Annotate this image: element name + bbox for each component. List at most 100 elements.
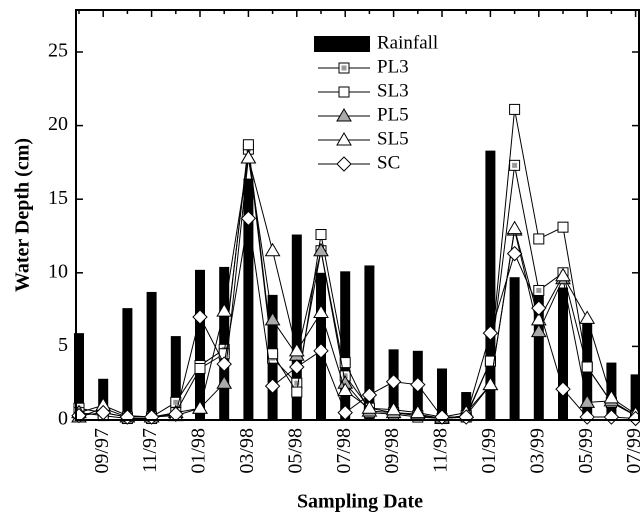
legend-label: SL5 <box>377 128 409 149</box>
marker-shape <box>533 233 545 245</box>
marker <box>482 376 499 391</box>
marker <box>289 359 305 375</box>
marker <box>484 355 496 367</box>
bar <box>291 234 302 420</box>
bar <box>509 277 520 420</box>
x-tick-label: 01/98 <box>188 428 210 474</box>
marker-shape <box>557 221 569 233</box>
marker <box>533 284 545 296</box>
bar <box>74 333 84 420</box>
bar <box>122 308 133 420</box>
marker-dot <box>512 162 518 168</box>
y-tick-label: 10 <box>48 260 68 282</box>
bar <box>630 374 640 420</box>
marker <box>315 229 327 241</box>
legend-label: SL3 <box>377 80 409 101</box>
marker-shape <box>338 86 350 98</box>
marker <box>409 404 426 419</box>
bar <box>340 271 351 420</box>
marker <box>385 374 402 390</box>
marker <box>267 348 279 360</box>
legend-swatch <box>314 36 370 52</box>
marker <box>313 304 329 319</box>
bar <box>533 293 544 420</box>
series-line <box>78 149 636 420</box>
x-tick-label: 03/99 <box>526 428 548 474</box>
legend-label: Rainfall <box>377 32 438 53</box>
marker <box>555 381 571 397</box>
bar <box>485 150 496 420</box>
marker-shape <box>339 357 351 369</box>
marker <box>168 406 184 422</box>
marker <box>603 389 620 404</box>
plot-frame <box>75 9 640 421</box>
x-tick-label: 09/98 <box>381 428 403 474</box>
bar <box>146 291 157 420</box>
marker <box>240 149 257 164</box>
y-tick-label: 5 <box>58 334 68 356</box>
marker-shape <box>315 229 327 241</box>
marker <box>509 103 521 115</box>
bar <box>219 266 230 420</box>
marker <box>506 220 523 235</box>
bar <box>437 368 447 420</box>
marker-dot <box>294 380 300 386</box>
x-tick-label: 05/98 <box>284 428 306 474</box>
marker <box>313 242 329 257</box>
marker <box>506 245 523 262</box>
marker <box>509 159 521 171</box>
marker <box>192 400 208 414</box>
legend-label: PL3 <box>377 56 409 77</box>
x-tick-label: 11/97 <box>139 428 161 473</box>
x-tick-label: 09/97 <box>91 428 113 474</box>
bar <box>243 178 254 420</box>
legend-marker <box>336 132 352 146</box>
legend-marker <box>338 62 350 74</box>
marker <box>240 210 257 227</box>
marker-shape <box>242 139 254 151</box>
marker <box>264 378 281 394</box>
legend-marker <box>336 108 352 122</box>
legend-label: PL5 <box>377 104 409 125</box>
marker <box>627 410 640 427</box>
series-line <box>78 157 636 418</box>
marker <box>339 357 351 369</box>
marker <box>313 343 329 359</box>
marker-shape <box>194 362 206 374</box>
x-tick-label: 05/99 <box>575 428 597 474</box>
marker <box>482 325 499 341</box>
marker-shape <box>484 355 496 367</box>
marker <box>192 309 208 325</box>
legend-label: SC <box>377 152 400 173</box>
marker <box>291 386 303 398</box>
marker <box>264 242 281 257</box>
y-tick-label: 25 <box>48 40 68 62</box>
marker <box>555 267 571 282</box>
marker <box>194 362 206 374</box>
x-tick-label: 07/99 <box>623 428 640 474</box>
y-tick-label: 0 <box>58 408 68 430</box>
marker <box>581 361 593 373</box>
marker <box>216 356 232 372</box>
legend-marker <box>336 156 352 172</box>
marker <box>533 233 545 245</box>
series-line <box>78 109 636 420</box>
marker <box>557 221 569 233</box>
bar <box>195 269 205 420</box>
marker-shape <box>291 386 303 398</box>
marker <box>337 382 354 397</box>
marker-dot <box>341 65 347 71</box>
marker-dot <box>536 287 542 293</box>
marker-shape <box>267 348 279 360</box>
marker-shape <box>509 103 521 115</box>
y-axis-label: Water Depth (cm) <box>12 138 34 292</box>
x-axis-label: Sampling Date <box>297 491 423 513</box>
marker <box>579 310 596 324</box>
marker <box>242 139 254 151</box>
marker <box>385 401 402 416</box>
legend-marker <box>338 86 350 98</box>
marker <box>410 376 426 393</box>
marker-dot <box>173 399 179 405</box>
x-tick-label: 03/98 <box>236 428 258 474</box>
